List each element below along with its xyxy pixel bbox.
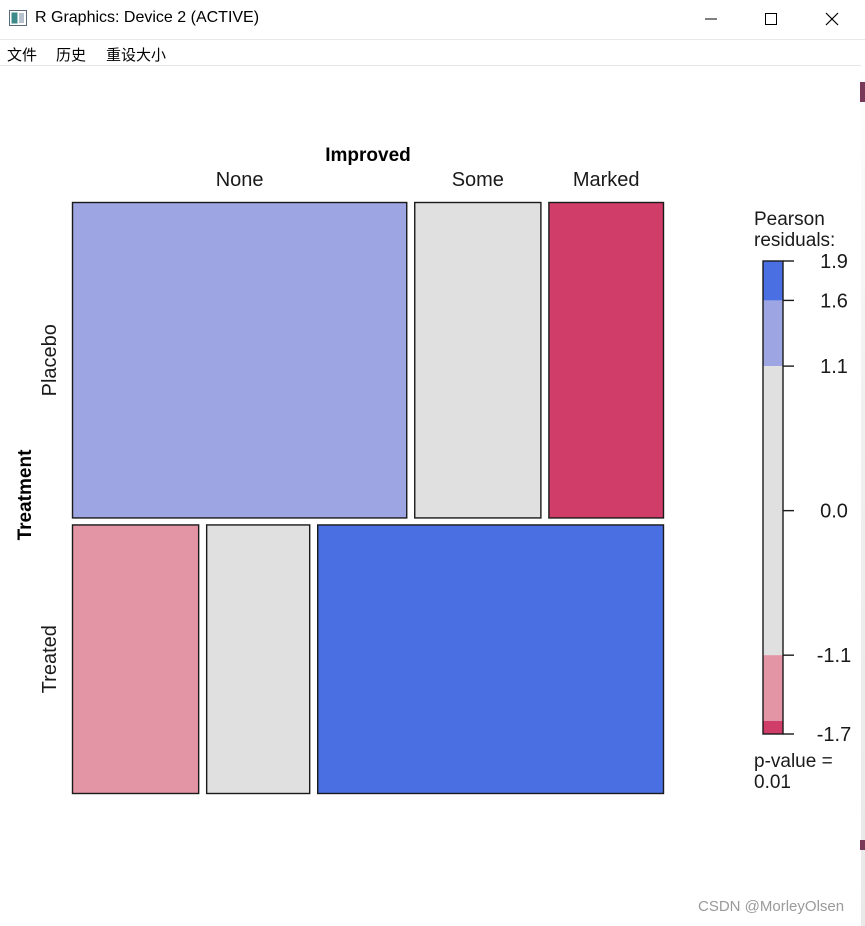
mosaic-tile-placebo-some — [414, 201, 542, 519]
legend-title: residuals: — [754, 230, 835, 251]
row-label: Treated — [39, 625, 61, 693]
window-edge — [861, 64, 865, 926]
window-title: R Graphics: Device 2 (ACTIVE) — [35, 9, 260, 26]
mosaic-tile-placebo-none — [71, 201, 408, 519]
legend-tick-label: -1.7 — [817, 724, 851, 746]
legend-tick-label: 0.0 — [820, 501, 848, 523]
mosaic-tile-placebo-marked — [548, 201, 665, 519]
column-labels: None Some Marked — [216, 169, 640, 191]
edge-mark — [860, 82, 865, 102]
mosaic-tiles — [71, 201, 665, 795]
minimize-icon — [705, 18, 717, 20]
row-labels: Placebo Treated — [39, 324, 61, 693]
menu-history[interactable]: 历史 — [56, 47, 87, 64]
legend-title: Pearson — [754, 209, 825, 230]
legend-tick-label: 1.6 — [820, 290, 848, 312]
legend-band — [763, 655, 783, 721]
legend-frame — [762, 260, 784, 735]
menu-file[interactable]: 文件 — [7, 47, 38, 64]
column-label: None — [216, 169, 264, 191]
mosaic-tile-treated-marked — [317, 524, 665, 795]
row-label: Placebo — [39, 324, 61, 396]
watermark: CSDN @MorleyOlsen — [698, 898, 845, 915]
column-label: Some — [452, 169, 504, 191]
edge-mark — [860, 840, 865, 850]
p-value-label: p-value = — [754, 751, 833, 772]
y-axis-title: Treatment — [15, 449, 36, 540]
minimize-button[interactable] — [680, 0, 742, 38]
close-icon — [825, 12, 839, 26]
legend-tick-label: 1.9 — [820, 251, 848, 273]
legend-band — [763, 366, 783, 656]
column-label: Marked — [573, 169, 640, 191]
x-axis-title: Improved — [325, 145, 411, 166]
p-value-label: 0.01 — [754, 772, 791, 793]
close-button[interactable] — [801, 0, 863, 38]
mosaic-plot: Improved None Some Marked Placebo Treated T… — [15, 145, 851, 795]
maximize-button[interactable] — [740, 0, 802, 38]
legend-tick-label: 1.1 — [820, 356, 848, 378]
legend-band — [763, 720, 783, 734]
legend-band — [763, 261, 783, 301]
legend-tick-label: -1.1 — [817, 645, 851, 667]
mosaic-tile-treated-some — [205, 524, 311, 795]
menu-resize[interactable]: 重设大小 — [106, 47, 167, 64]
title-bar: R Graphics: Device 2 (ACTIVE) — [0, 0, 865, 38]
mosaic-tile-treated-none — [71, 524, 200, 795]
maximize-icon — [765, 13, 777, 25]
app-icon — [9, 10, 27, 26]
legend-band — [763, 300, 783, 367]
menu-bar: 文件 历史 重设大小 — [0, 39, 865, 66]
